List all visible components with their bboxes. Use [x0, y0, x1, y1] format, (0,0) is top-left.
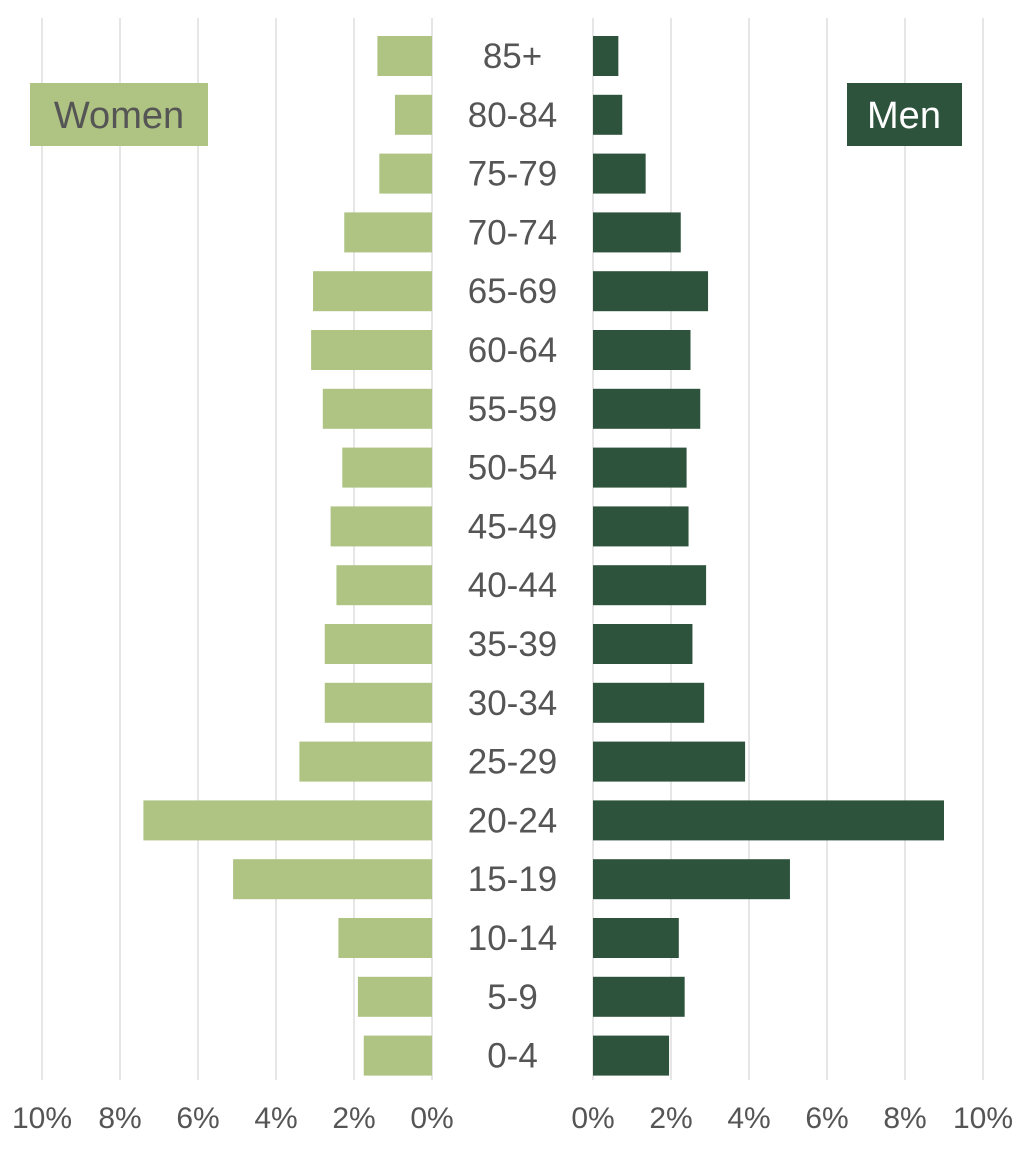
bar-men-70-74 [593, 212, 681, 253]
age-label-35-39: 35-39 [468, 625, 558, 664]
bar-women-5-9 [357, 976, 432, 1017]
age-label-75-79: 75-79 [468, 155, 558, 194]
bar-men-55-59 [593, 388, 701, 429]
bar-women-65-69 [313, 271, 432, 312]
legend-women-swatch [30, 83, 208, 146]
bar-women-55-59 [322, 388, 432, 429]
bar-women-20-24 [143, 800, 432, 841]
bar-men-30-34 [593, 682, 705, 723]
bar-men-0-4 [593, 1035, 670, 1076]
x-tick-left-4: 4% [254, 1102, 297, 1135]
age-label-15-19: 15-19 [468, 860, 558, 899]
age-label-0-4: 0-4 [487, 1037, 538, 1076]
bar-women-85 [377, 36, 432, 76]
x-tick-right-0: 0% [571, 1102, 614, 1135]
bar-men-10-14 [593, 918, 679, 958]
x-tick-left-8: 8% [98, 1102, 141, 1135]
bar-men-75-79 [593, 153, 646, 194]
legend-women-label: Women [54, 95, 184, 137]
age-label-45-49: 45-49 [468, 507, 558, 546]
legend-men-label: Men [867, 95, 941, 137]
bar-men-85 [593, 36, 619, 76]
bar-men-25-29 [593, 741, 746, 782]
age-labels: 85+ 80-84 75-79 70-74 65-69 60-64 55-59 50-54 45… [468, 37, 558, 1076]
bar-women-10-14 [338, 918, 432, 958]
bars [143, 36, 944, 1076]
x-tick-left-0: 0% [410, 1102, 453, 1135]
bar-men-20-24 [593, 800, 944, 841]
x-tick-right-4: 4% [727, 1102, 770, 1135]
bar-women-80-84 [394, 94, 432, 135]
x-tick-right-8: 8% [883, 1102, 926, 1135]
age-label-25-29: 25-29 [468, 743, 558, 782]
bar-women-50-54 [342, 447, 432, 488]
age-label-60-64: 60-64 [468, 331, 558, 370]
bar-women-40-44 [336, 565, 432, 606]
age-label-30-34: 30-34 [468, 684, 558, 723]
age-label-40-44: 40-44 [468, 566, 558, 605]
x-tick-right-6: 6% [805, 1102, 848, 1135]
x-tick-left-10: 10% [12, 1102, 72, 1135]
x-tick-right-10: 10% [953, 1102, 1013, 1135]
gridlines [41, 18, 984, 1080]
x-axis-ticks: 10% 8% 6% 4% 2% 0% 0% 2% 4% 6% 8% 10% [12, 1102, 1013, 1135]
bar-men-60-64 [593, 330, 691, 370]
age-label-65-69: 65-69 [468, 272, 558, 311]
bar-men-50-54 [593, 447, 687, 488]
legend: Women Men [30, 83, 962, 146]
bar-women-25-29 [299, 741, 432, 782]
age-label-10-14: 10-14 [468, 919, 558, 958]
age-label-20-24: 20-24 [468, 801, 558, 840]
bar-men-40-44 [593, 565, 707, 606]
age-label-5-9: 5-9 [487, 978, 538, 1017]
age-label-50-54: 50-54 [468, 449, 558, 488]
bar-men-80-84 [593, 94, 623, 135]
age-label-55-59: 55-59 [468, 390, 558, 429]
bar-women-30-34 [324, 682, 432, 723]
bar-women-75-79 [379, 153, 432, 194]
age-label-85: 85+ [483, 37, 542, 76]
bar-women-60-64 [311, 330, 432, 370]
bar-men-15-19 [593, 859, 790, 900]
bar-women-0-4 [363, 1035, 432, 1076]
bar-women-70-74 [344, 212, 432, 253]
bar-men-65-69 [593, 271, 709, 312]
x-tick-right-2: 2% [649, 1102, 692, 1135]
bar-men-45-49 [593, 506, 689, 547]
bar-women-45-49 [330, 506, 432, 547]
legend-men-swatch [847, 83, 962, 146]
bar-men-35-39 [593, 624, 693, 664]
age-label-80-84: 80-84 [468, 96, 558, 135]
bar-men-5-9 [593, 976, 685, 1017]
x-tick-left-6: 6% [176, 1102, 219, 1135]
bar-women-35-39 [324, 624, 432, 664]
bar-women-15-19 [233, 859, 432, 900]
x-tick-left-2: 2% [332, 1102, 375, 1135]
age-label-70-74: 70-74 [468, 213, 558, 252]
